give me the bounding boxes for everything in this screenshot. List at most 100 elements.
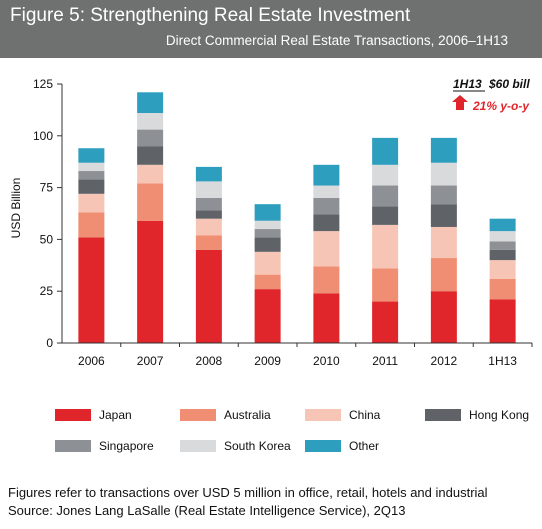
legend-item-australia: Australia [180, 408, 271, 422]
figure-subtitle: Direct Commercial Real Estate Transactio… [165, 33, 508, 48]
footer-source: Source: Jones Lang LaSalle (Real Estate … [8, 503, 406, 518]
bar-segment-hong-kong [195, 210, 222, 219]
bar-segment-japan [254, 289, 281, 343]
bar-segment-china [195, 218, 222, 236]
bar-segment-australia [254, 274, 281, 290]
x-tick-label: 2011 [372, 354, 398, 368]
legend-label: Australia [224, 408, 271, 422]
bar-segment-china [430, 226, 457, 259]
bar-segment-japan [489, 299, 516, 343]
bar-segment-china [313, 231, 340, 267]
bar-segment-hong-kong [78, 179, 105, 194]
y-tick-label: 50 [40, 232, 54, 246]
y-axis-label: USD Billion [9, 178, 23, 239]
legend-item-hong-kong: Hong Kong [425, 408, 529, 422]
annotation-change: 21% y-o-y [472, 99, 530, 113]
figure-title: Figure 5: Strengthening Real Estate Inve… [10, 5, 411, 26]
legend-label: Singapore [99, 439, 154, 453]
stacked-bar-chart: 0 25 50 75 100 125 2006 2007 2008 2009 2010 2011 201… [9, 77, 533, 453]
bar-segment-japan [195, 249, 222, 343]
bar-segment-other [195, 166, 222, 182]
legend-item-china: China [305, 408, 381, 422]
bar-segment-singapore [254, 229, 281, 238]
bar-segment-south-korea [372, 164, 399, 186]
bar-segment-japan [137, 220, 164, 343]
legend-item-south-korea: South Korea [180, 439, 291, 453]
legend-swatch [305, 409, 341, 421]
bar-segment-south-korea [313, 185, 340, 198]
legend-label: Japan [99, 408, 132, 422]
bar-segment-australia [78, 212, 105, 238]
annotation-box: 1H13 $60 bill 21% y-o-y [452, 77, 530, 113]
bar-segment-other [372, 137, 399, 165]
legend-swatch [55, 440, 91, 452]
legend-swatch [55, 409, 91, 421]
bar-segment-australia [195, 235, 222, 250]
bar-segment-australia [489, 278, 516, 300]
bar-segment-other [137, 92, 164, 114]
bar-segment-other [489, 218, 516, 232]
bar-segment-china [78, 193, 105, 213]
legend-swatch [180, 409, 216, 421]
bar-segment-australia [137, 183, 164, 221]
legend-label: Hong Kong [469, 408, 529, 422]
bar-segment-hong-kong [430, 204, 457, 227]
legend-label: Other [349, 439, 379, 453]
annotation-value: $60 bill [488, 77, 530, 91]
bar-segment-south-korea [137, 113, 164, 130]
legend-item-singapore: Singapore [55, 439, 154, 453]
bar-segment-china [489, 260, 516, 279]
x-tick-label: 2012 [431, 354, 458, 368]
legend-label: China [349, 408, 381, 422]
bar-segment-singapore [78, 171, 105, 180]
x-tick-label: 2010 [313, 354, 340, 368]
bar-segment-japan [313, 293, 340, 343]
bar-segment-other [78, 148, 105, 163]
bar-segment-singapore [137, 129, 164, 147]
legend-swatch [425, 409, 461, 421]
bar-segment-hong-kong [372, 206, 399, 225]
y-tick-label: 125 [33, 77, 53, 91]
x-tick-label: 2008 [196, 354, 223, 368]
x-tick-label: 2009 [254, 354, 281, 368]
y-tick-label: 0 [46, 336, 53, 350]
bar-segment-singapore [313, 197, 340, 215]
bar-segment-hong-kong [489, 249, 516, 261]
bar-segment-japan [372, 301, 399, 343]
up-arrow-icon [452, 95, 468, 110]
bar-segment-other [430, 137, 457, 163]
bar-segment-hong-kong [313, 214, 340, 232]
bar-segment-other [313, 164, 340, 186]
legend-label: South Korea [224, 439, 291, 453]
legend: Japan Australia China Hong Kong Singapore Sou… [55, 408, 529, 453]
legend-swatch [305, 440, 341, 452]
figure-footer: Figures refer to transactions over USD 5… [8, 484, 488, 520]
legend-swatch [180, 440, 216, 452]
bar-segment-australia [313, 266, 340, 294]
bar-segment-hong-kong [254, 237, 281, 252]
bar-segment-singapore [372, 185, 399, 207]
bar-segment-japan [78, 237, 105, 343]
bar-segment-south-korea [489, 231, 516, 242]
bar-segment-south-korea [254, 220, 281, 230]
bar-segment-singapore [195, 197, 222, 211]
bar-segment-australia [372, 268, 399, 302]
bar-segment-hong-kong [137, 146, 164, 165]
y-tick-label: 100 [33, 129, 53, 143]
legend-item-japan: Japan [55, 408, 132, 422]
bar-segment-singapore [430, 185, 457, 205]
y-tick-label: 75 [40, 181, 54, 195]
bar-segment-south-korea [78, 162, 105, 172]
y-tick-label: 25 [40, 284, 54, 298]
bar-segment-australia [430, 258, 457, 292]
x-tick-label: 1H13 [488, 354, 517, 368]
x-tick-label: 2007 [137, 354, 164, 368]
footer-note: Figures refer to transactions over USD 5… [8, 485, 488, 500]
figure-header: Figure 5: Strengthening Real Estate Inve… [0, 0, 542, 58]
bar-segment-japan [430, 291, 457, 343]
x-tick-label: 2006 [78, 354, 105, 368]
annotation-label: 1H13 [453, 77, 482, 91]
bar-segment-china [254, 251, 281, 275]
bar-segment-china [137, 164, 164, 184]
legend-item-other: Other [305, 439, 379, 453]
